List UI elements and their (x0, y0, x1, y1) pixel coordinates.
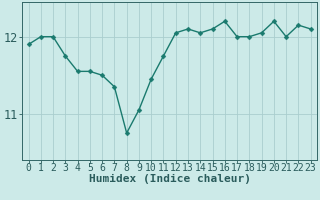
X-axis label: Humidex (Indice chaleur): Humidex (Indice chaleur) (89, 174, 251, 184)
